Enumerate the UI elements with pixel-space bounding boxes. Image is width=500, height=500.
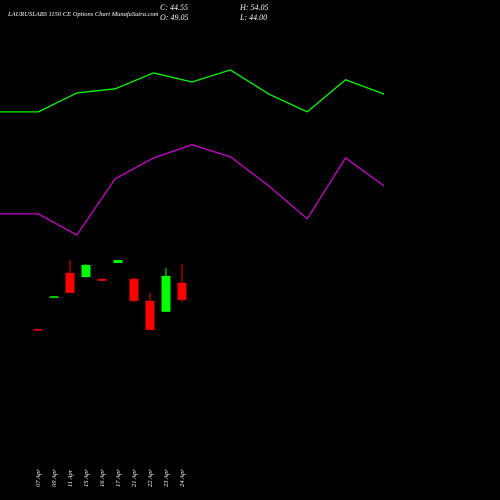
x-tick-label: 07 Apr [35,469,42,487]
candle-body [49,296,59,298]
x-tick-label: 22 Apr [147,469,154,487]
chart-title: LAURUSLABS 1150 CE Options Chart MunafaS… [7,11,159,18]
candle-body [97,278,107,281]
x-tick-label: 24 Apr [179,469,186,487]
high-info: H: 54.05 [239,3,268,12]
x-tick-label: 16 Apr [99,469,106,487]
candle-body [65,272,75,293]
candle-body [145,300,155,330]
close-info: C: 44.55 [160,3,188,12]
open-info: O: 49.05 [160,13,188,22]
x-tick-label: 21 Apr [131,469,138,487]
candle-body [81,264,91,278]
candle-body [177,282,187,300]
x-tick-label: 23 Apr [163,469,170,487]
indicator-line [0,144,385,236]
x-tick-label: 15 Apr [83,469,90,487]
x-tick-label: 11 Apr [67,469,74,487]
x-tick-label: 09 Apr [51,469,58,487]
candle-body [129,278,139,301]
x-tick-label: 17 Apr [115,469,122,487]
indicator-line [0,69,385,113]
candle-body [33,329,43,331]
candle-body [161,275,171,312]
candle-body [113,260,123,264]
low-info: L: 44.00 [239,13,267,22]
